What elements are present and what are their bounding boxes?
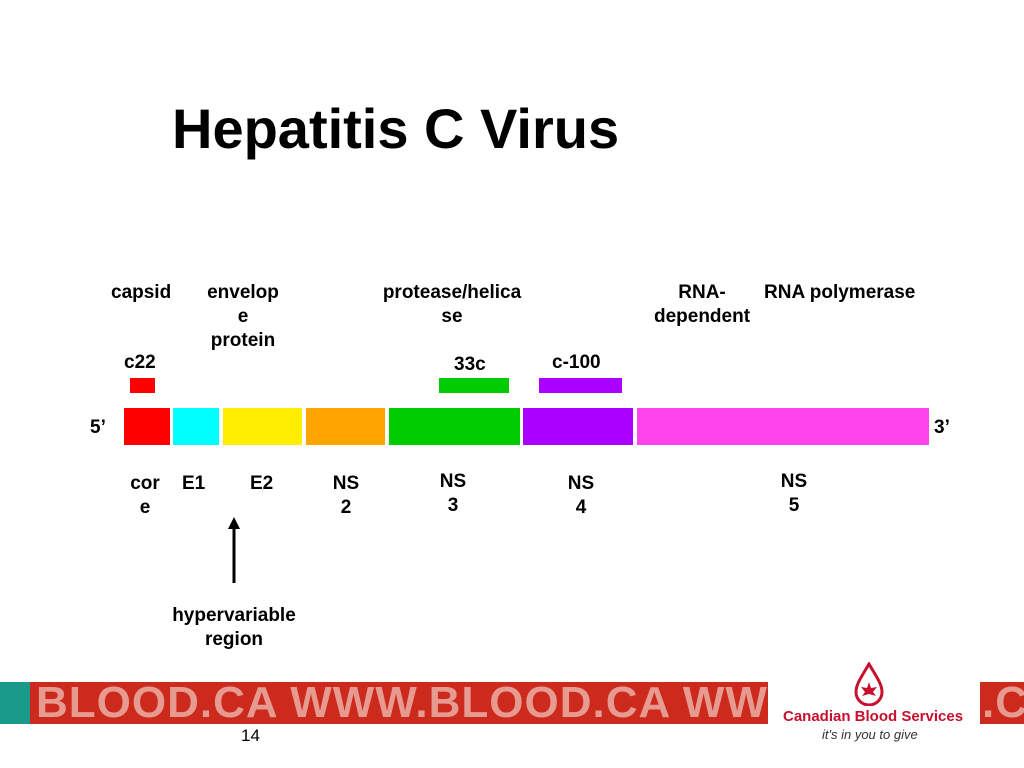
- protease-helicase-label: protease/helica se: [368, 281, 536, 329]
- hypervariable-arrow-icon: [228, 517, 240, 583]
- core-label-line2: e: [139, 497, 151, 518]
- e2-label: E2: [250, 473, 274, 494]
- slide-title: Hepatitis C Virus: [172, 97, 620, 160]
- footer-teal-strip: [0, 682, 30, 724]
- genome-segment-ns4: [523, 408, 633, 445]
- genome-segment-core: [124, 408, 170, 445]
- envelope-label-line1: envelop: [207, 282, 279, 303]
- ns4-label: NS 4: [561, 472, 601, 520]
- blood-drop-logo-icon: [854, 662, 884, 706]
- c100-label: c-100: [552, 352, 601, 373]
- footer-right-text: .C: [982, 682, 1024, 724]
- genome-segment-ns5: [637, 408, 929, 445]
- genome-segment-ns2: [306, 408, 385, 445]
- c100-antigen-bar: [539, 378, 622, 393]
- ns3-label-line1: NS: [439, 471, 467, 492]
- capsid-label: capsid: [111, 282, 172, 303]
- ns5-label-line1: NS: [780, 471, 808, 492]
- organization-name: Canadian Blood Services: [783, 708, 964, 725]
- ns3-label-line2: 3: [447, 495, 459, 516]
- footer-red-strip: [30, 682, 770, 724]
- five-prime-label: 5’: [90, 417, 106, 438]
- envelope-label-line3: protein: [210, 330, 276, 351]
- ns2-label: NS 2: [326, 472, 366, 520]
- hypervariable-region-label: hypervariable region: [158, 604, 310, 652]
- genome-segment-e1: [173, 408, 219, 445]
- three-prime-label: 3’: [934, 417, 950, 438]
- ns5-label: NS 5: [774, 470, 814, 518]
- envelope-protein-label: envelop e protein: [198, 281, 288, 353]
- 33c-label: 33c: [454, 354, 486, 375]
- hypervariable-label-line2: region: [204, 629, 264, 650]
- genome-segment-e2: [223, 408, 302, 445]
- rna-polymerase-label: RNA polymerase: [764, 282, 916, 303]
- c22-antigen-bar: [130, 378, 155, 393]
- rna-dependent-line1: RNA-: [678, 282, 726, 303]
- protease-label-line1: protease/helica: [382, 282, 522, 303]
- ns4-label-line2: 4: [575, 497, 587, 518]
- hypervariable-label-line1: hypervariable: [172, 605, 296, 626]
- ns2-label-line2: 2: [340, 497, 352, 518]
- core-label-line1: cor: [130, 473, 160, 494]
- ns2-label-line1: NS: [332, 473, 360, 494]
- organization-tagline: it's in you to give: [822, 727, 918, 742]
- envelope-label-line2: e: [237, 306, 249, 327]
- c22-label: c22: [124, 352, 156, 373]
- footer-right-strip: [978, 682, 1024, 724]
- ns4-label-line1: NS: [567, 473, 595, 494]
- page-number: 14: [241, 726, 260, 745]
- core-label: cor e: [122, 472, 168, 520]
- 33c-antigen-bar: [439, 378, 509, 393]
- protease-label-line2: se: [441, 306, 463, 327]
- ns5-label-line2: 5: [788, 495, 800, 516]
- ns3-label: NS 3: [433, 470, 473, 518]
- rna-dependent-label: RNA- dependent: [643, 281, 761, 329]
- genome-segment-ns3: [389, 408, 520, 445]
- e1-label: E1: [182, 473, 206, 494]
- rna-dependent-line2: dependent: [653, 306, 751, 327]
